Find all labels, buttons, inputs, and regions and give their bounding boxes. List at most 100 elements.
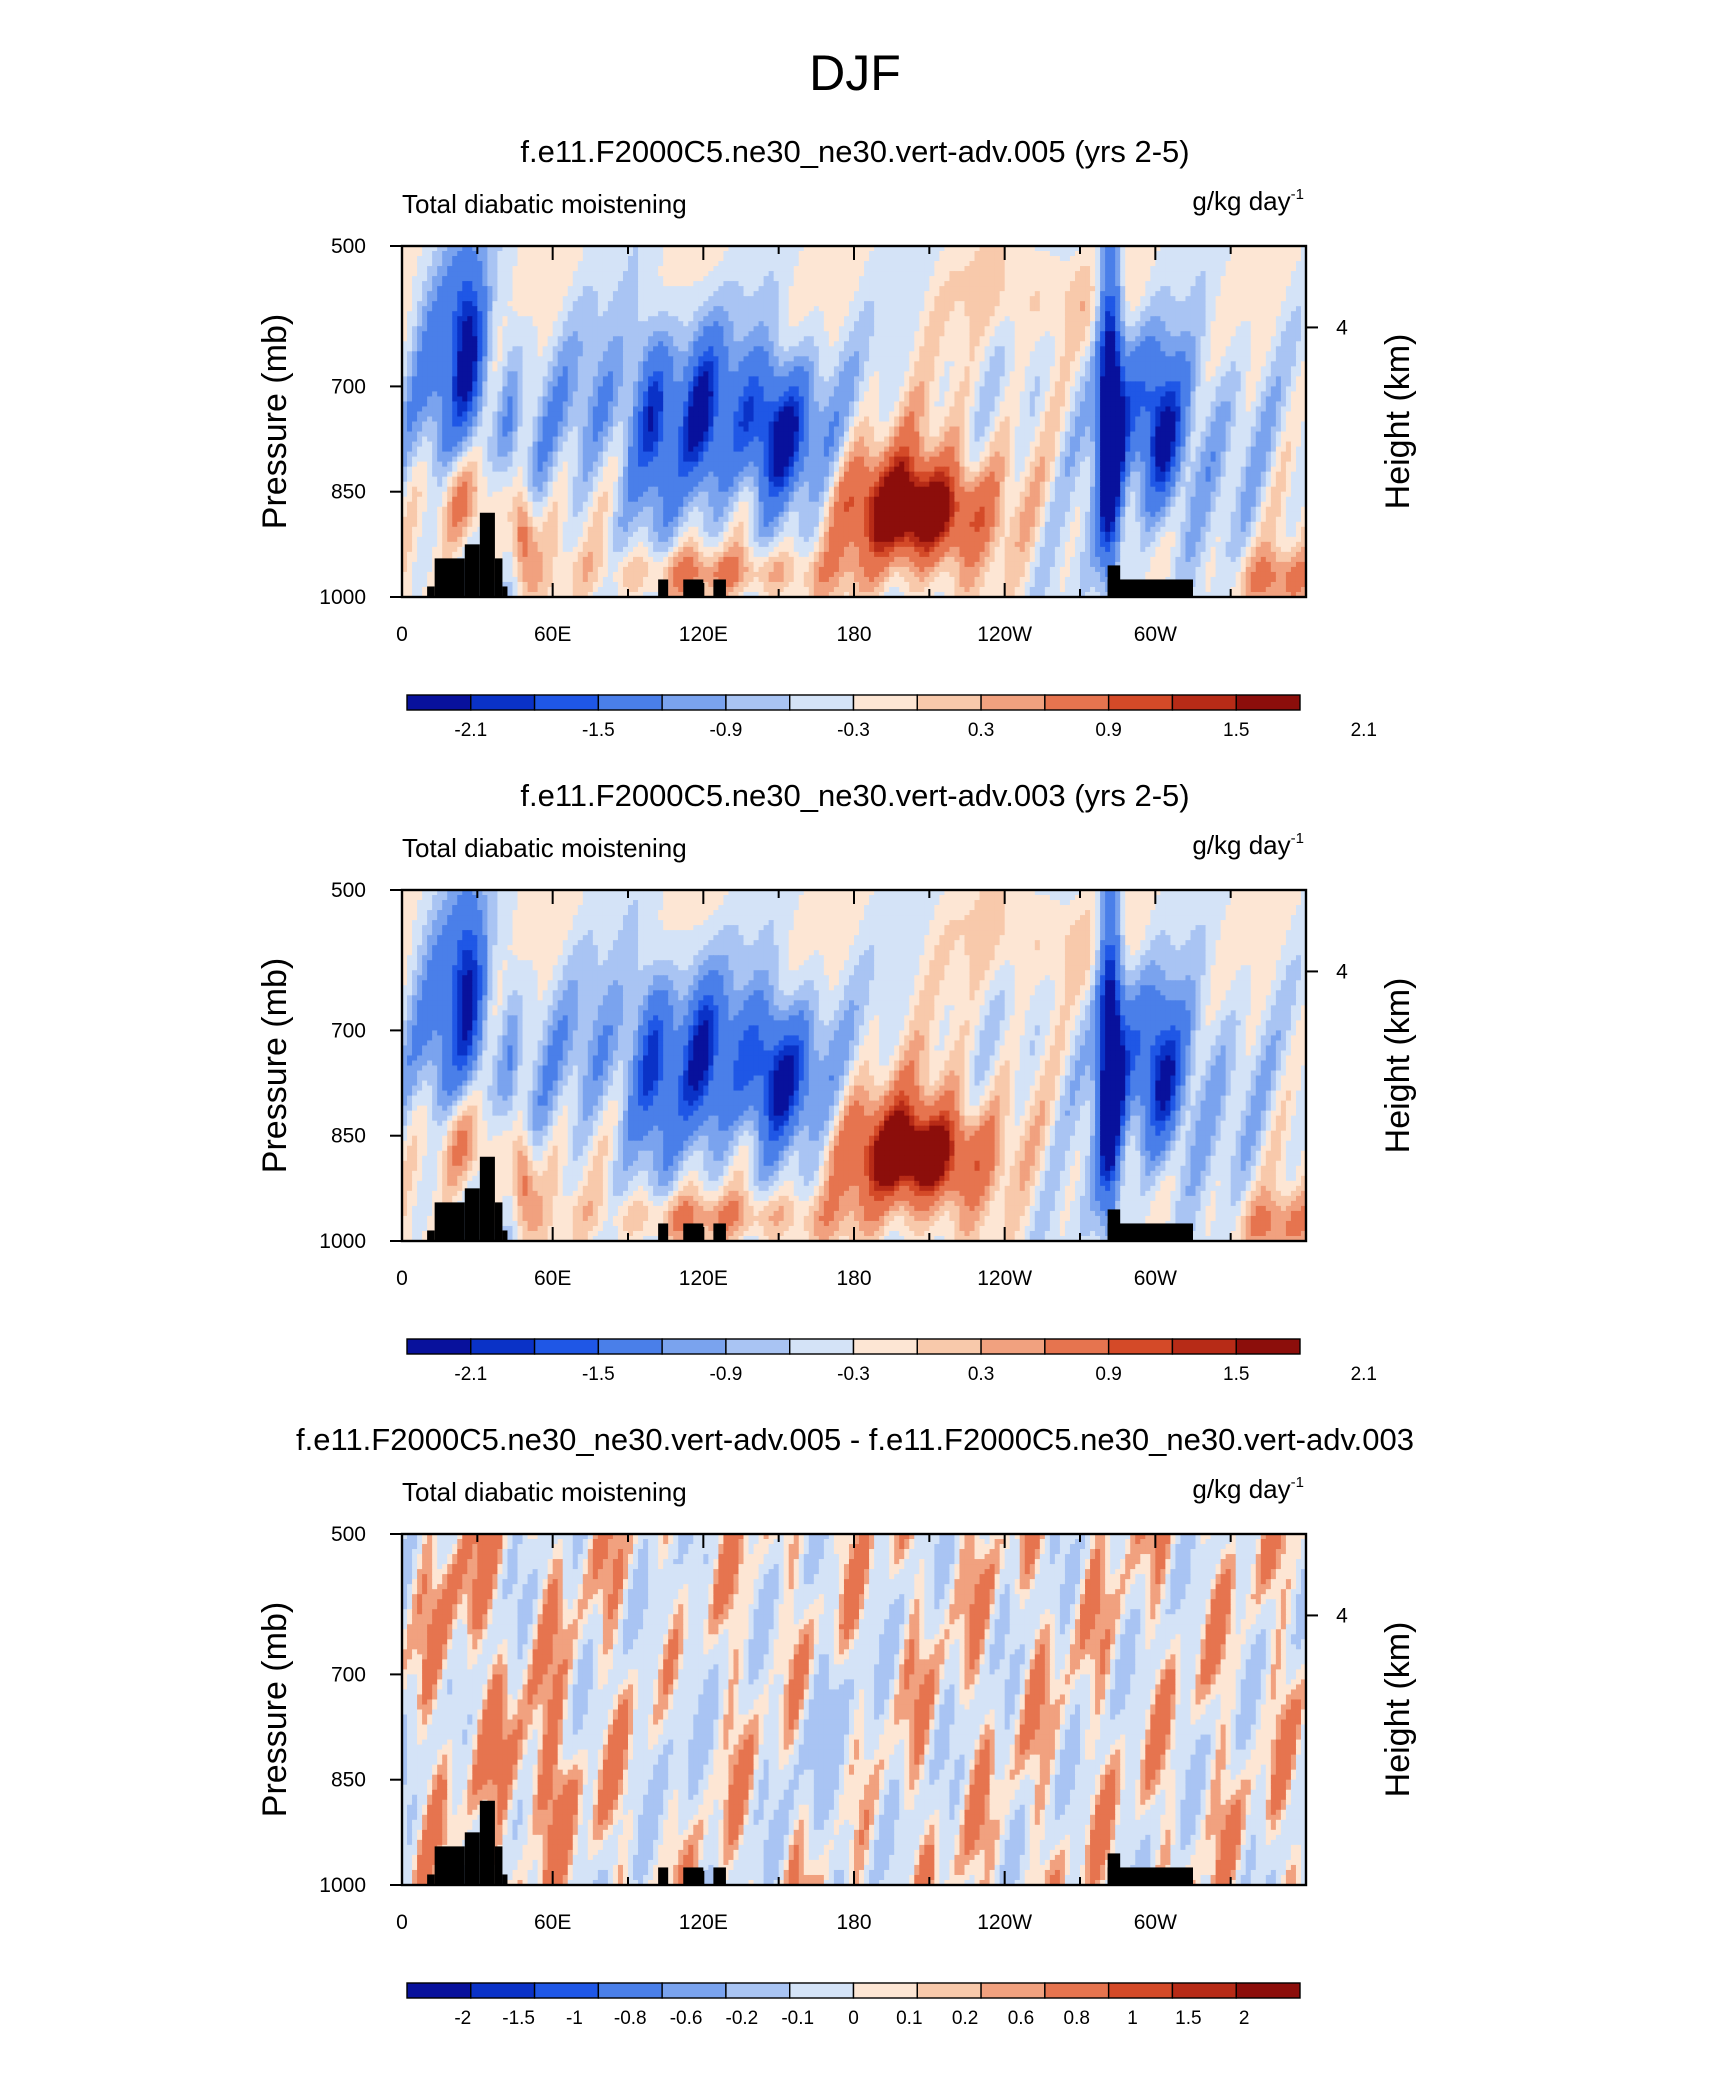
field-cell bbox=[1190, 251, 1196, 257]
field-cell bbox=[432, 301, 438, 307]
field-cell bbox=[1286, 366, 1292, 372]
field-cell bbox=[523, 361, 529, 367]
field-cell bbox=[467, 271, 473, 277]
field-cell bbox=[904, 296, 910, 302]
field-cell bbox=[1120, 336, 1126, 342]
field-cell bbox=[457, 291, 463, 297]
field-cell bbox=[859, 326, 865, 332]
field-cell bbox=[1175, 291, 1181, 297]
field-cell bbox=[774, 281, 780, 287]
field-cell bbox=[889, 286, 895, 292]
field-cell bbox=[1150, 291, 1156, 297]
field-cell bbox=[608, 361, 614, 367]
field-cell bbox=[457, 251, 463, 257]
field-cell bbox=[1020, 306, 1026, 312]
field-cell bbox=[764, 301, 770, 307]
field-cell bbox=[834, 306, 840, 312]
field-cell bbox=[1085, 306, 1091, 312]
field-cell bbox=[1000, 326, 1006, 332]
field-cell bbox=[1060, 316, 1066, 322]
field-cell bbox=[507, 351, 513, 357]
field-cell bbox=[708, 256, 714, 262]
field-cell bbox=[1040, 331, 1046, 337]
field-cell bbox=[1281, 276, 1287, 282]
field-cell bbox=[1221, 366, 1227, 372]
field-cell bbox=[954, 311, 960, 317]
field-cell bbox=[623, 336, 629, 342]
field-cell bbox=[492, 286, 498, 292]
field-cell bbox=[1201, 371, 1207, 377]
field-cell bbox=[588, 316, 594, 322]
field-cell bbox=[1090, 351, 1096, 357]
field-cell bbox=[859, 351, 865, 357]
field-cell bbox=[1085, 376, 1091, 382]
field-cell bbox=[819, 336, 825, 342]
field-cell bbox=[919, 341, 925, 347]
field-cell bbox=[769, 321, 775, 327]
field-cell bbox=[658, 256, 664, 262]
field-cell bbox=[1231, 296, 1237, 302]
field-cell bbox=[924, 321, 930, 327]
field-cell bbox=[874, 266, 880, 272]
field-cell bbox=[1035, 356, 1041, 362]
field-cell bbox=[497, 341, 503, 347]
field-cell bbox=[814, 381, 820, 387]
field-cell bbox=[668, 376, 674, 382]
field-cell bbox=[1266, 286, 1272, 292]
field-cell bbox=[874, 296, 880, 302]
field-cell bbox=[598, 251, 604, 257]
field-cell bbox=[553, 311, 559, 317]
field-cell bbox=[1130, 331, 1136, 337]
field-cell bbox=[708, 261, 714, 267]
field-cell bbox=[487, 266, 493, 272]
field-cell bbox=[949, 261, 955, 267]
field-cell bbox=[733, 371, 739, 377]
field-cell bbox=[1211, 346, 1217, 352]
field-cell bbox=[824, 336, 830, 342]
field-cell bbox=[995, 356, 1001, 362]
field-cell bbox=[749, 306, 755, 312]
field-cell bbox=[528, 301, 534, 307]
field-cell bbox=[457, 366, 463, 372]
field-cell bbox=[934, 376, 940, 382]
field-cell bbox=[1256, 341, 1262, 347]
field-cell bbox=[598, 331, 604, 337]
field-cell bbox=[698, 346, 704, 352]
field-cell bbox=[688, 346, 694, 352]
field-cell bbox=[432, 316, 438, 322]
field-cell bbox=[1251, 371, 1257, 377]
field-cell bbox=[789, 336, 795, 342]
field-cell bbox=[1140, 266, 1146, 272]
field-cell bbox=[733, 276, 739, 282]
field-cell bbox=[412, 276, 418, 282]
field-cell bbox=[442, 266, 448, 272]
field-cell bbox=[1085, 341, 1091, 347]
field-cell bbox=[1206, 341, 1212, 347]
field-cell bbox=[909, 341, 915, 347]
field-cell bbox=[432, 381, 438, 387]
field-cell bbox=[452, 366, 458, 372]
field-cell bbox=[839, 266, 845, 272]
field-cell bbox=[1271, 256, 1277, 262]
field-cell bbox=[814, 256, 820, 262]
field-cell bbox=[437, 291, 443, 297]
field-cell bbox=[1286, 256, 1292, 262]
field-cell bbox=[884, 351, 890, 357]
field-cell bbox=[819, 371, 825, 377]
field-cell bbox=[598, 336, 604, 342]
field-cell bbox=[658, 356, 664, 362]
field-cell bbox=[663, 286, 669, 292]
field-cell bbox=[528, 276, 534, 282]
field-cell bbox=[754, 361, 760, 367]
field-cell bbox=[1246, 351, 1252, 357]
field-cell bbox=[894, 361, 900, 367]
field-cell bbox=[1190, 276, 1196, 282]
field-cell bbox=[523, 371, 529, 377]
field-cell bbox=[1246, 306, 1252, 312]
field-cell bbox=[764, 261, 770, 267]
field-cell bbox=[934, 311, 940, 317]
field-cell bbox=[643, 291, 649, 297]
field-cell bbox=[573, 371, 579, 377]
field-cell bbox=[718, 321, 724, 327]
field-cell bbox=[462, 306, 468, 312]
